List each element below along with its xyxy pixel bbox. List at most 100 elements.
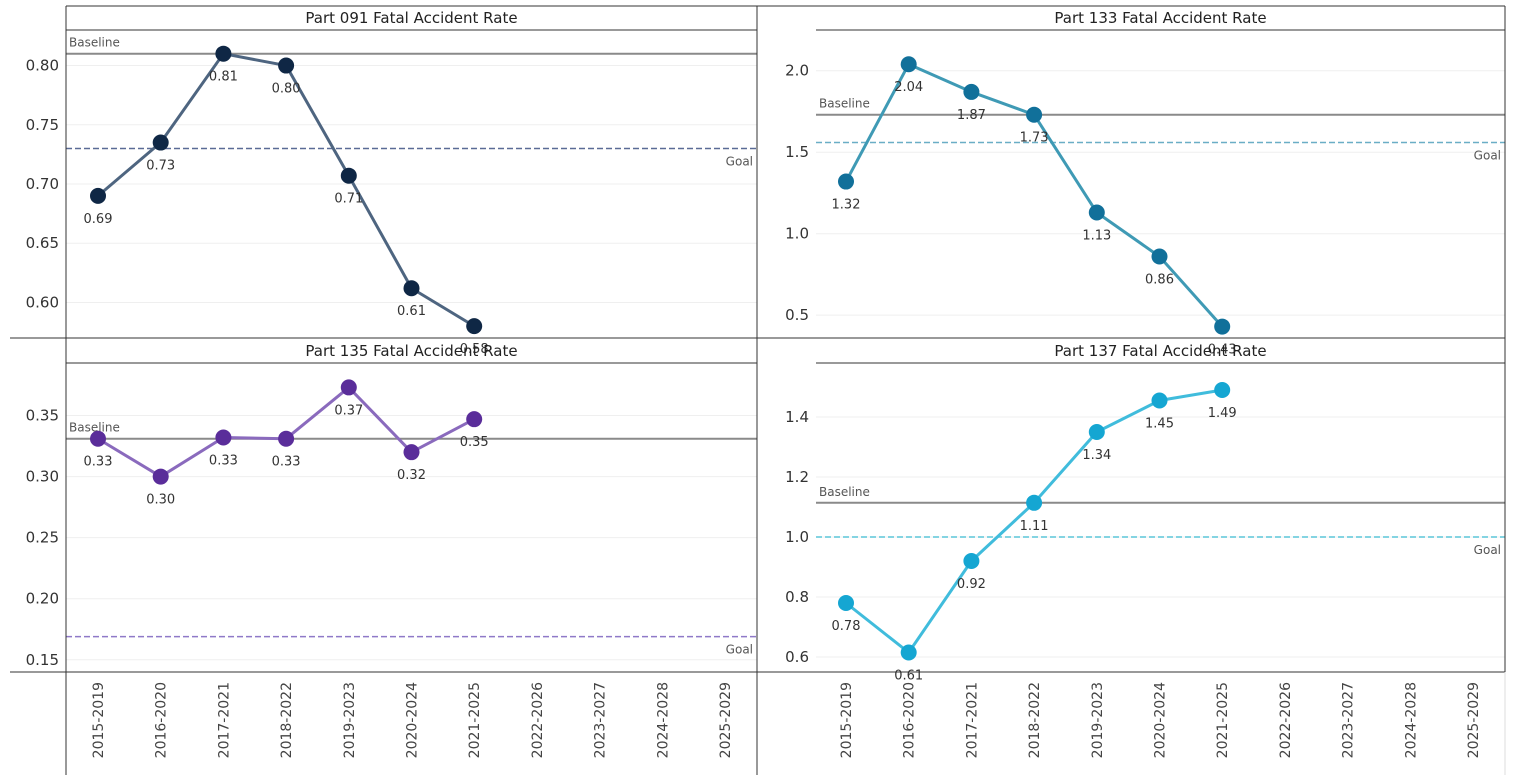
data-label: 1.32: [832, 198, 861, 213]
x-tick-label: 2017-2021: [216, 682, 232, 758]
baseline-label: Baseline: [819, 485, 870, 499]
data-label: 0.33: [272, 455, 301, 470]
data-label: 0.80: [272, 82, 301, 97]
data-label: 1.73: [1020, 131, 1049, 146]
data-label: 0.73: [146, 159, 175, 174]
data-point: [215, 45, 232, 62]
y-tick-label: 0.70: [26, 175, 59, 193]
data-label: 0.58: [460, 342, 489, 357]
data-point: [278, 430, 295, 447]
x-tick-label: 2023-2027: [1341, 682, 1357, 758]
data-label: 0.30: [146, 493, 175, 508]
data-point: [963, 83, 980, 100]
data-point: [278, 57, 295, 74]
data-label: 0.61: [397, 304, 426, 319]
data-point: [466, 318, 483, 335]
data-label: 0.71: [334, 192, 363, 207]
data-point: [152, 134, 169, 151]
y-tick-label: 0.80: [26, 57, 59, 75]
goal-label: Goal: [726, 643, 753, 657]
x-tick-label: 2017-2021: [964, 682, 980, 758]
chart-panel-1: 0.60 0.65 0.70 0.75 0.80 Part 091 Fatal Accid…: [26, 9, 757, 357]
data-label: 0.33: [84, 455, 113, 470]
y-tick-label: 0.5: [785, 306, 809, 324]
x-tick-label: 2021-2025: [467, 682, 483, 758]
goal-label: Goal: [726, 154, 753, 168]
x-tick-label: 2020-2024: [405, 682, 421, 758]
data-point: [340, 379, 357, 396]
data-label: 1.87: [957, 108, 986, 123]
data-point: [900, 56, 917, 73]
chart-panel-3: 0.15 0.20 0.25 0.30 0.35 Part 135 Fatal Accid…: [26, 342, 757, 758]
goal-label: Goal: [1474, 148, 1501, 162]
y-tick-label: 0.25: [26, 529, 59, 547]
data-point: [466, 411, 483, 428]
data-point: [1151, 248, 1168, 265]
y-tick-label: 1.4: [785, 408, 809, 426]
data-label: 0.33: [209, 454, 238, 469]
chart-panel-4: 0.6 0.8 1.0 1.2 1.4 Part 137 Fatal Accident R…: [785, 342, 1505, 758]
y-tick-label: 0.6: [785, 648, 809, 666]
baseline-label: Baseline: [819, 97, 870, 111]
data-point: [1151, 392, 1168, 409]
y-tick-label: 1.0: [785, 528, 809, 546]
x-tick-label: 2020-2024: [1153, 682, 1169, 758]
data-label: 1.11: [1020, 519, 1049, 534]
y-tick-label: 1.2: [785, 468, 809, 486]
data-label: 0.78: [832, 619, 861, 634]
data-label: 0.69: [84, 212, 113, 227]
data-point: [1088, 204, 1105, 221]
x-tick-label: 2019-2023: [1090, 682, 1106, 758]
x-tick-label: 2019-2023: [342, 682, 358, 758]
y-tick-label: 1.5: [785, 143, 809, 161]
data-point: [90, 430, 106, 447]
data-point: [403, 444, 420, 461]
y-tick-label: 1.0: [785, 225, 809, 243]
data-label: 0.37: [334, 403, 363, 418]
chart-title: Part 133 Fatal Accident Rate: [1054, 9, 1266, 27]
chart-title: Part 135 Fatal Accident Rate: [305, 342, 517, 360]
chart-title: Part 091 Fatal Accident Rate: [305, 9, 517, 27]
y-tick-label: 0.65: [26, 234, 59, 252]
data-point: [152, 468, 169, 485]
x-tick-label: 2016-2020: [902, 682, 918, 758]
goal-label: Goal: [1474, 543, 1501, 557]
x-tick-label: 2018-2022: [1027, 682, 1043, 758]
data-point: [215, 429, 232, 446]
data-point: [1026, 106, 1043, 123]
data-point: [963, 553, 980, 569]
x-tick-label: 2015-2019: [839, 682, 855, 758]
y-tick-label: 0.15: [26, 651, 59, 669]
y-tick-label: 0.8: [785, 588, 809, 606]
x-tick-label: 2021-2025: [1215, 682, 1231, 758]
data-label: 0.81: [209, 70, 238, 85]
data-label: 2.04: [894, 80, 923, 95]
data-point: [1026, 494, 1043, 511]
y-tick-label: 0.60: [26, 293, 59, 311]
data-label: 1.13: [1082, 229, 1111, 244]
x-tick-label: 2023-2027: [593, 682, 609, 758]
x-tick-label: 2022-2026: [530, 682, 546, 758]
x-tick-label: 2018-2022: [279, 682, 295, 758]
data-label: 0.86: [1145, 273, 1174, 288]
data-point: [900, 644, 917, 661]
y-tick-label: 0.35: [26, 407, 59, 425]
data-label: 1.34: [1082, 448, 1111, 463]
panel-frame: [10, 5, 1506, 775]
x-tick-label: 2015-2019: [91, 682, 107, 758]
y-tick-label: 2.0: [785, 62, 809, 80]
data-point: [403, 280, 420, 297]
baseline-label: Baseline: [69, 421, 120, 435]
data-point: [838, 595, 854, 611]
x-tick-label: 2025-2029: [1466, 682, 1482, 758]
x-tick-label: 2024-2028: [1403, 682, 1419, 758]
data-point: [340, 167, 357, 184]
data-point: [838, 173, 854, 190]
data-label: 0.92: [957, 577, 986, 592]
data-label: 0.43: [1208, 343, 1237, 358]
y-tick-label: 0.20: [26, 590, 59, 608]
x-tick-label: 2024-2028: [655, 682, 671, 758]
data-label: 0.32: [397, 468, 426, 483]
x-tick-label: 2016-2020: [154, 682, 170, 758]
